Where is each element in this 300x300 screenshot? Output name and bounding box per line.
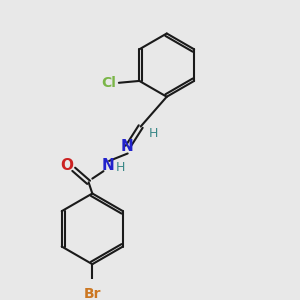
Text: H: H xyxy=(149,128,158,140)
Text: H: H xyxy=(116,161,125,174)
Text: O: O xyxy=(61,158,74,173)
Text: N: N xyxy=(102,158,115,173)
Text: N: N xyxy=(120,140,133,154)
Text: Br: Br xyxy=(84,287,101,300)
Text: Cl: Cl xyxy=(101,76,116,90)
